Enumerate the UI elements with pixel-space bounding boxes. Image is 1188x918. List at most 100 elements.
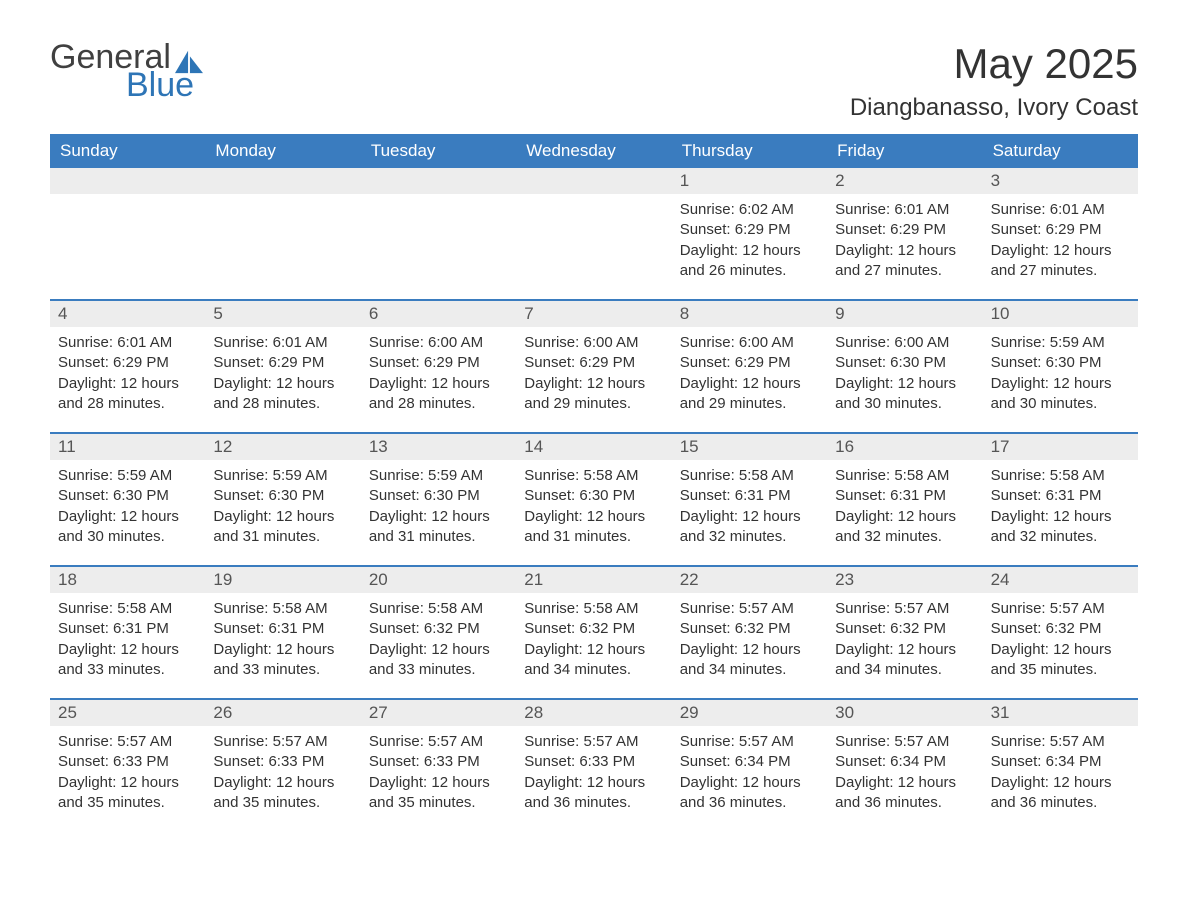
sunrise-line: Sunrise: 5:58 AM	[524, 599, 663, 619]
sunrise-line: Sunrise: 6:00 AM	[835, 333, 974, 353]
sunrise-line: Sunrise: 6:01 AM	[835, 200, 974, 220]
calendar-week: 4Sunrise: 6:01 AMSunset: 6:29 PMDaylight…	[50, 299, 1138, 432]
sunset-line: Sunset: 6:32 PM	[991, 619, 1130, 639]
calendar-day	[361, 168, 516, 299]
sunrise-line: Sunrise: 6:02 AM	[680, 200, 819, 220]
sunset-line: Sunset: 6:29 PM	[58, 353, 197, 373]
weekday-header: Tuesday	[361, 134, 516, 168]
day-details: Sunrise: 5:58 AMSunset: 6:30 PMDaylight:…	[516, 460, 671, 565]
calendar: SundayMondayTuesdayWednesdayThursdayFrid…	[50, 134, 1138, 831]
daylight-line: Daylight: 12 hours and 36 minutes.	[991, 773, 1130, 814]
day-number: 7	[516, 301, 671, 327]
calendar-day: 30Sunrise: 5:57 AMSunset: 6:34 PMDayligh…	[827, 700, 982, 831]
daylight-line: Daylight: 12 hours and 28 minutes.	[369, 374, 508, 415]
day-number: 18	[50, 567, 205, 593]
calendar-day: 17Sunrise: 5:58 AMSunset: 6:31 PMDayligh…	[983, 434, 1138, 565]
sunset-line: Sunset: 6:33 PM	[369, 752, 508, 772]
day-details: Sunrise: 5:57 AMSunset: 6:34 PMDaylight:…	[827, 726, 982, 831]
sunset-line: Sunset: 6:30 PM	[369, 486, 508, 506]
daylight-line: Daylight: 12 hours and 32 minutes.	[991, 507, 1130, 548]
calendar-day: 2Sunrise: 6:01 AMSunset: 6:29 PMDaylight…	[827, 168, 982, 299]
weekday-header-row: SundayMondayTuesdayWednesdayThursdayFrid…	[50, 134, 1138, 168]
daylight-line: Daylight: 12 hours and 35 minutes.	[991, 640, 1130, 681]
day-number: 19	[205, 567, 360, 593]
day-details: Sunrise: 6:00 AMSunset: 6:30 PMDaylight:…	[827, 327, 982, 432]
day-number: 21	[516, 567, 671, 593]
calendar-day: 8Sunrise: 6:00 AMSunset: 6:29 PMDaylight…	[672, 301, 827, 432]
day-number: 15	[672, 434, 827, 460]
sunrise-line: Sunrise: 5:57 AM	[680, 599, 819, 619]
day-details: Sunrise: 5:58 AMSunset: 6:31 PMDaylight:…	[827, 460, 982, 565]
sunrise-line: Sunrise: 6:01 AM	[213, 333, 352, 353]
sunrise-line: Sunrise: 5:57 AM	[835, 732, 974, 752]
weekday-header: Sunday	[50, 134, 205, 168]
calendar-day: 18Sunrise: 5:58 AMSunset: 6:31 PMDayligh…	[50, 567, 205, 698]
sunset-line: Sunset: 6:31 PM	[991, 486, 1130, 506]
daylight-line: Daylight: 12 hours and 28 minutes.	[213, 374, 352, 415]
day-details: Sunrise: 5:58 AMSunset: 6:32 PMDaylight:…	[361, 593, 516, 698]
daylight-line: Daylight: 12 hours and 27 minutes.	[991, 241, 1130, 282]
day-number: 10	[983, 301, 1138, 327]
sunset-line: Sunset: 6:32 PM	[680, 619, 819, 639]
daylight-line: Daylight: 12 hours and 34 minutes.	[835, 640, 974, 681]
brand-word2: Blue	[126, 68, 203, 102]
sunrise-line: Sunrise: 5:57 AM	[680, 732, 819, 752]
day-number: 2	[827, 168, 982, 194]
day-number: 14	[516, 434, 671, 460]
daylight-line: Daylight: 12 hours and 31 minutes.	[369, 507, 508, 548]
day-number: 20	[361, 567, 516, 593]
sunrise-line: Sunrise: 6:00 AM	[524, 333, 663, 353]
calendar-day: 10Sunrise: 5:59 AMSunset: 6:30 PMDayligh…	[983, 301, 1138, 432]
day-number: 16	[827, 434, 982, 460]
sunset-line: Sunset: 6:32 PM	[835, 619, 974, 639]
calendar-day: 14Sunrise: 5:58 AMSunset: 6:30 PMDayligh…	[516, 434, 671, 565]
sunset-line: Sunset: 6:32 PM	[369, 619, 508, 639]
sunset-line: Sunset: 6:30 PM	[835, 353, 974, 373]
calendar-day: 6Sunrise: 6:00 AMSunset: 6:29 PMDaylight…	[361, 301, 516, 432]
sunset-line: Sunset: 6:34 PM	[680, 752, 819, 772]
calendar-day: 22 Sunrise: 5:57 AMSunset: 6:32 PMDayligh…	[672, 567, 827, 698]
sunrise-line: Sunrise: 5:59 AM	[991, 333, 1130, 353]
calendar-day: 5Sunrise: 6:01 AMSunset: 6:29 PMDaylight…	[205, 301, 360, 432]
sunset-line: Sunset: 6:30 PM	[991, 353, 1130, 373]
day-number-bar	[516, 168, 671, 194]
daylight-line: Daylight: 12 hours and 36 minutes.	[680, 773, 819, 814]
day-details: Sunrise: 5:57 AMSunset: 6:33 PMDaylight:…	[205, 726, 360, 831]
daylight-line: Daylight: 12 hours and 31 minutes.	[213, 507, 352, 548]
day-number-bar	[205, 168, 360, 194]
calendar-day	[205, 168, 360, 299]
day-number: 6	[361, 301, 516, 327]
page-title: May 2025	[850, 40, 1138, 88]
day-number: 12	[205, 434, 360, 460]
calendar-day: 1Sunrise: 6:02 AMSunset: 6:29 PMDaylight…	[672, 168, 827, 299]
sunrise-line: Sunrise: 6:00 AM	[680, 333, 819, 353]
sunset-line: Sunset: 6:31 PM	[835, 486, 974, 506]
daylight-line: Daylight: 12 hours and 33 minutes.	[369, 640, 508, 681]
sunrise-line: Sunrise: 5:58 AM	[213, 599, 352, 619]
daylight-line: Daylight: 12 hours and 26 minutes.	[680, 241, 819, 282]
page: General Blue May 2025 Diangbanasso, Ivor…	[0, 0, 1188, 881]
day-number: 5	[205, 301, 360, 327]
day-details: Sunrise: 5:58 AMSunset: 6:32 PMDaylight:…	[516, 593, 671, 698]
daylight-line: Daylight: 12 hours and 30 minutes.	[58, 507, 197, 548]
weekday-header: Monday	[205, 134, 360, 168]
day-number: 8	[672, 301, 827, 327]
day-number: 23	[827, 567, 982, 593]
day-number: 1	[672, 168, 827, 194]
calendar-day: 28Sunrise: 5:57 AMSunset: 6:33 PMDayligh…	[516, 700, 671, 831]
daylight-line: Daylight: 12 hours and 35 minutes.	[58, 773, 197, 814]
calendar-day: 23Sunrise: 5:57 AMSunset: 6:32 PMDayligh…	[827, 567, 982, 698]
sunrise-line: Sunrise: 5:59 AM	[58, 466, 197, 486]
sunset-line: Sunset: 6:29 PM	[680, 353, 819, 373]
sunrise-line: Sunrise: 6:01 AM	[991, 200, 1130, 220]
sunrise-line: Sunrise: 5:57 AM	[991, 732, 1130, 752]
daylight-line: Daylight: 12 hours and 34 minutes.	[680, 640, 819, 681]
day-number-bar	[361, 168, 516, 194]
sunset-line: Sunset: 6:33 PM	[58, 752, 197, 772]
calendar-day: 25Sunrise: 5:57 AMSunset: 6:33 PMDayligh…	[50, 700, 205, 831]
sunset-line: Sunset: 6:32 PM	[524, 619, 663, 639]
calendar-day: 26Sunrise: 5:57 AMSunset: 6:33 PMDayligh…	[205, 700, 360, 831]
day-number: 22	[672, 567, 827, 593]
day-number: 28	[516, 700, 671, 726]
calendar-day: 7Sunrise: 6:00 AMSunset: 6:29 PMDaylight…	[516, 301, 671, 432]
